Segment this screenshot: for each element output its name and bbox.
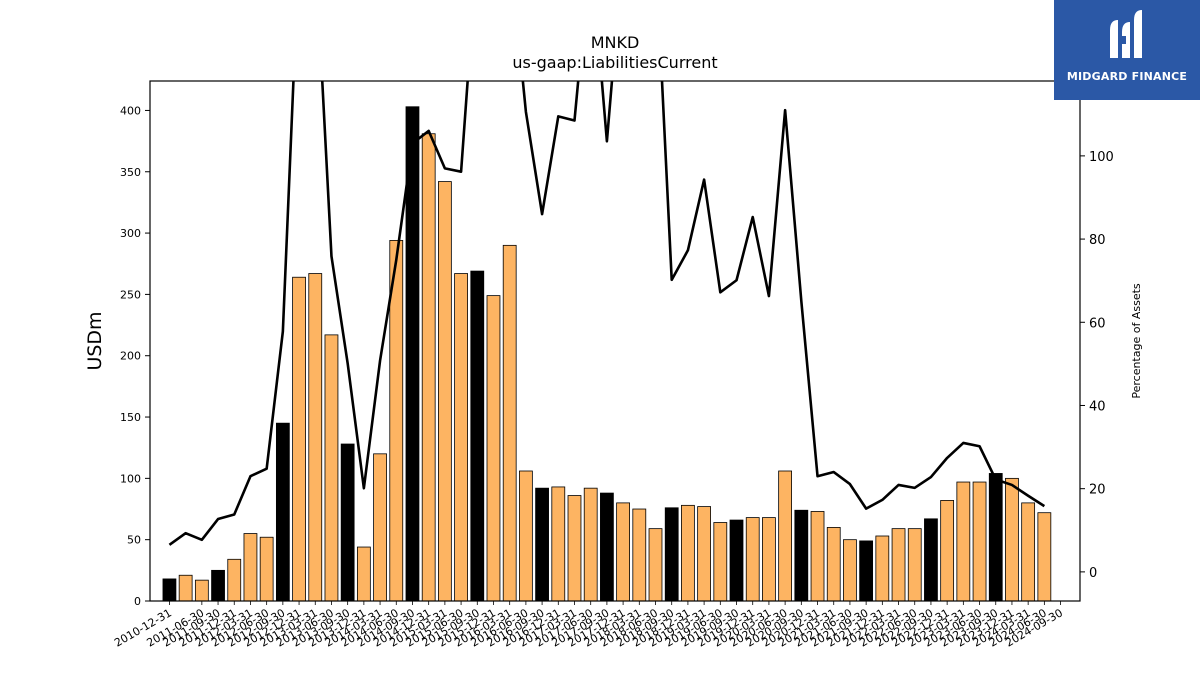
y2-axis-label: Percentage of Assets — [1130, 283, 1143, 399]
bar — [697, 506, 711, 602]
bar — [356, 546, 371, 602]
y-tick-label: 0 — [134, 595, 141, 608]
bar — [956, 481, 971, 602]
bar — [843, 539, 857, 602]
bar — [632, 508, 647, 602]
y2-tick-label: 40 — [1089, 399, 1106, 414]
bar — [600, 492, 614, 602]
bar — [292, 276, 306, 602]
bar — [162, 578, 177, 602]
y2-tick-label: 20 — [1089, 483, 1106, 498]
bar — [340, 443, 355, 602]
bar — [924, 518, 938, 602]
bar — [664, 507, 679, 602]
bar — [648, 528, 663, 602]
y2-tick-label: 0 — [1089, 566, 1097, 581]
y-tick-label: 350 — [120, 166, 141, 179]
chart-title: MNKD — [591, 33, 640, 52]
y-tick-label: 300 — [120, 227, 141, 240]
plot-frame — [149, 80, 1081, 602]
bar — [907, 528, 922, 602]
bar — [324, 334, 339, 602]
bar — [437, 181, 452, 602]
y2-tick-label: 60 — [1089, 316, 1106, 331]
bar — [519, 470, 533, 602]
bar — [243, 533, 258, 602]
bar — [535, 487, 549, 602]
bar — [373, 453, 387, 602]
y2-tick-label: 80 — [1089, 233, 1106, 248]
bar — [567, 495, 582, 602]
bar — [227, 558, 242, 602]
bar — [810, 511, 825, 602]
bar — [891, 528, 906, 602]
y-tick-label: 100 — [120, 472, 141, 485]
bar — [713, 522, 728, 602]
chart-subtitle: us-gaap:LiabilitiesCurrent — [512, 53, 717, 72]
bar — [762, 517, 776, 602]
bar — [972, 481, 987, 602]
bar — [551, 486, 566, 602]
y-tick-label: 200 — [120, 350, 141, 363]
percentage-line — [168, 81, 1046, 546]
bar — [308, 273, 323, 602]
y-tick-label: 50 — [127, 534, 141, 547]
bar — [988, 473, 1003, 602]
y-axis-label: USDm — [84, 311, 106, 370]
bar — [275, 422, 290, 602]
bar — [729, 519, 744, 602]
brand-name: MIDGARD FINANCE — [1066, 70, 1188, 83]
bar — [211, 569, 225, 602]
bar — [486, 295, 501, 602]
bar — [616, 502, 630, 602]
bar — [826, 527, 841, 602]
bar — [1005, 477, 1019, 602]
bar — [178, 574, 193, 602]
bar-series — [162, 106, 1052, 602]
bar — [1021, 502, 1036, 602]
bar — [745, 517, 760, 602]
bar — [681, 504, 695, 602]
bar — [194, 579, 209, 602]
y-tick-label: 250 — [120, 288, 141, 301]
bar — [259, 536, 274, 602]
bar — [794, 509, 809, 602]
bar — [454, 273, 468, 602]
bar — [778, 470, 793, 602]
bar — [502, 244, 517, 602]
bar — [859, 540, 874, 602]
bar — [1037, 512, 1052, 602]
y-tick-label: 400 — [120, 104, 141, 117]
y-tick-label: 150 — [120, 411, 141, 424]
brand-logo: MIDGARD FINANCE — [1054, 0, 1200, 100]
bar — [583, 487, 598, 602]
midgard-logo-icon — [1110, 10, 1142, 58]
bar — [421, 133, 436, 602]
bar — [470, 270, 485, 602]
bar — [875, 535, 890, 602]
y2-tick-label: 100 — [1089, 150, 1114, 165]
bar — [940, 500, 955, 602]
